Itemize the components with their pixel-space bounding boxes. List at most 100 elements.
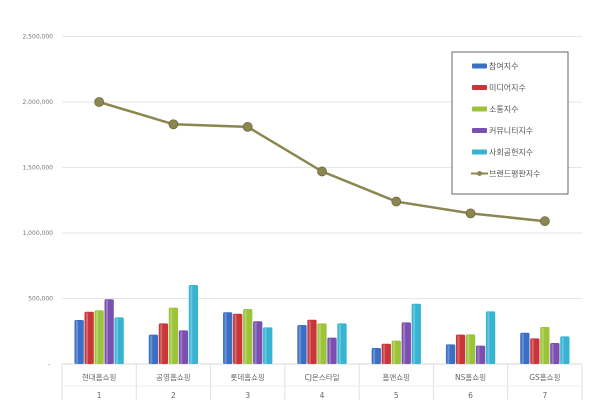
- bar-highlight: [338, 324, 341, 364]
- rank-label: 4: [320, 391, 325, 400]
- bar: [114, 317, 124, 364]
- bar: [401, 322, 411, 364]
- bar: [158, 323, 169, 364]
- category-label: 롯데홈쇼핑: [230, 372, 265, 382]
- bar-highlight: [477, 346, 480, 364]
- bar-highlight: [383, 344, 386, 364]
- rank-label: 1: [97, 391, 102, 400]
- y-tick-label: -: [48, 361, 50, 368]
- rank-label: 7: [542, 391, 547, 400]
- bar: [327, 337, 337, 364]
- bar: [485, 311, 496, 364]
- bar-highlight: [190, 286, 193, 364]
- bar: [337, 323, 347, 364]
- bar-highlight: [403, 323, 406, 364]
- y-tick-label: 500,000: [28, 296, 53, 303]
- legend-swatch: [472, 106, 487, 112]
- bar-highlight: [298, 325, 301, 364]
- bar: [381, 343, 391, 364]
- legend-swatch: [472, 85, 487, 90]
- bar-highlight: [170, 308, 173, 364]
- bar-highlight: [447, 345, 450, 364]
- bar: [253, 321, 263, 364]
- bar-highlight: [318, 324, 321, 364]
- bar: [540, 327, 550, 364]
- bar-highlight: [254, 322, 257, 364]
- bar-highlight: [224, 313, 227, 364]
- bar-highlight: [541, 328, 544, 364]
- bar: [371, 348, 381, 364]
- line-point: [539, 216, 550, 227]
- y-tick-label: 2,000,000: [22, 99, 53, 106]
- bar-highlight: [180, 331, 183, 364]
- bar-highlight: [244, 309, 247, 364]
- bar: [233, 313, 243, 364]
- legend-swatch: [472, 63, 487, 69]
- bar: [178, 330, 189, 364]
- rank-label: 3: [245, 391, 250, 400]
- bar-highlight: [150, 335, 153, 364]
- y-tick-label: 1,500,000: [22, 165, 53, 172]
- line-point: [465, 208, 476, 219]
- bar-highlight: [105, 300, 108, 364]
- bar: [465, 334, 476, 364]
- bar: [307, 319, 317, 364]
- category-label: 공영홈쇼핑: [156, 372, 191, 382]
- line-point: [94, 97, 105, 107]
- bar-highlight: [85, 312, 88, 364]
- bar: [530, 338, 540, 364]
- bar: [297, 324, 307, 364]
- bar: [223, 312, 233, 364]
- legend-swatch: [472, 128, 487, 133]
- bar: [455, 334, 466, 364]
- bar: [550, 343, 560, 364]
- bar: [475, 345, 486, 364]
- legend-label: 브랜드평판지수: [489, 169, 541, 179]
- bar: [84, 311, 94, 364]
- line-point: [317, 166, 327, 177]
- bar: [243, 308, 253, 364]
- rank-label: 2: [171, 391, 176, 400]
- bar-highlight: [393, 341, 396, 364]
- legend-marker: [477, 171, 482, 176]
- bar: [74, 319, 84, 364]
- legend-swatch: [472, 149, 487, 155]
- category-label: 홈앤쇼핑: [382, 372, 410, 382]
- bar-highlight: [531, 339, 534, 364]
- category-label: GS홈쇼핑: [529, 372, 560, 382]
- bar-highlight: [308, 320, 311, 364]
- legend-box: [451, 51, 569, 195]
- bar-highlight: [234, 314, 237, 364]
- category-label: 현대홈쇼핑: [82, 372, 117, 382]
- bar-highlight: [95, 311, 98, 364]
- bar-highlight: [467, 335, 470, 364]
- bar-highlight: [115, 318, 118, 364]
- bar: [560, 336, 570, 364]
- bar-highlight: [264, 328, 267, 364]
- line-point: [242, 121, 253, 132]
- bar-highlight: [487, 312, 490, 364]
- bar: [188, 285, 199, 364]
- bar-highlight: [457, 335, 460, 364]
- bar: [520, 332, 530, 364]
- legend-label: 참여지수: [489, 61, 518, 71]
- bar: [317, 323, 327, 364]
- bar-highlight: [413, 304, 416, 364]
- bar-highlight: [551, 344, 554, 364]
- bar: [391, 340, 401, 364]
- rank-label: 6: [468, 391, 473, 400]
- bar-highlight: [521, 333, 524, 364]
- bar: [104, 299, 114, 364]
- bar: [263, 327, 273, 364]
- legend-label: 커뮤니티지수: [489, 126, 533, 136]
- category-label: CJ온스타일: [304, 373, 339, 382]
- bar-highlight: [160, 324, 163, 364]
- bar: [94, 310, 104, 364]
- line-point: [168, 119, 179, 130]
- y-tick-label: 2,500,000: [22, 34, 53, 41]
- bar: [445, 344, 456, 364]
- bar: [168, 307, 179, 364]
- bar: [411, 303, 421, 364]
